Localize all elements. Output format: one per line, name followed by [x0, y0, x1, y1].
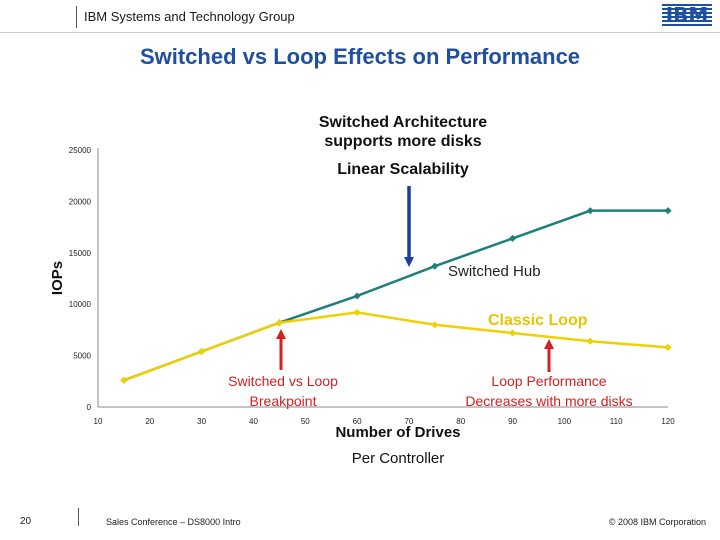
- y-tick-label: 0: [87, 403, 92, 412]
- x-tick-label: 110: [610, 417, 623, 426]
- decrease-line1: Loop Performance: [491, 373, 606, 389]
- data-point: [509, 234, 517, 242]
- ibm-logo: IBM: [662, 3, 712, 27]
- series-line-0: [123, 209, 668, 382]
- data-point: [664, 343, 672, 351]
- per-controller-label: Per Controller: [352, 450, 445, 467]
- data-point: [509, 329, 517, 337]
- data-point: [431, 262, 439, 270]
- x-tick-label: 50: [301, 417, 310, 426]
- series-line-1: [123, 311, 669, 382]
- x-tick-label: 20: [145, 417, 154, 426]
- y-tick-label: 20000: [69, 197, 92, 206]
- breakpoint-line2: Breakpoint: [250, 393, 317, 409]
- classic-loop-label: Classic Loop: [488, 312, 588, 329]
- x-tick-label: 60: [353, 417, 362, 426]
- x-tick-label: 70: [404, 417, 413, 426]
- y-axis-label: IOPs: [49, 261, 66, 295]
- x-tick-label: 90: [508, 417, 517, 426]
- x-tick-label: 40: [249, 417, 258, 426]
- page-number: 20: [20, 516, 32, 527]
- data-point: [586, 337, 594, 345]
- header-bar: [0, 0, 720, 33]
- x-axis-label: Number of Drives: [335, 424, 460, 441]
- y-tick-label: 5000: [73, 352, 91, 361]
- x-tick-label: 80: [456, 417, 465, 426]
- conference-label: Sales Conference – DS8000 Intro: [106, 517, 241, 527]
- switched-hub-label: Switched Hub: [448, 263, 541, 280]
- header-divider: [76, 6, 77, 28]
- data-point: [353, 308, 361, 316]
- breakpoint-line1: Switched vs Loop: [228, 373, 338, 389]
- switched-arch-line2: supports more disks: [324, 133, 481, 150]
- y-tick-label: 25000: [69, 146, 92, 155]
- data-point: [353, 292, 361, 300]
- group-name: IBM Systems and Technology Group: [84, 9, 295, 24]
- data-point: [431, 321, 439, 329]
- data-point: [586, 207, 594, 215]
- logo-text: IBM: [662, 3, 712, 27]
- x-tick-label: 10: [94, 417, 103, 426]
- x-tick-label: 100: [558, 417, 572, 426]
- y-tick-label: 10000: [69, 300, 92, 309]
- data-point: [275, 319, 283, 327]
- x-tick-label: 30: [197, 417, 206, 426]
- data-point: [198, 347, 206, 356]
- slide-title: Switched vs Loop Effects on Performance: [139, 44, 581, 69]
- y-tick-label: 15000: [69, 249, 92, 258]
- data-point: [120, 376, 128, 384]
- footer-divider: [78, 508, 79, 526]
- decrease-line2: Decreases with more disks: [465, 393, 632, 409]
- performance-chart: 0 5000 10000 15000 20000 25000 10 20 30 40 50 60 70…: [49, 114, 675, 467]
- data-point: [664, 207, 672, 215]
- x-tick-label: 120: [661, 417, 675, 426]
- switched-arch-line1: Switched Architecture: [319, 114, 487, 131]
- linear-scalability-label: Linear Scalability: [337, 161, 469, 178]
- copyright-label: © 2008 IBM Corporation: [608, 517, 706, 527]
